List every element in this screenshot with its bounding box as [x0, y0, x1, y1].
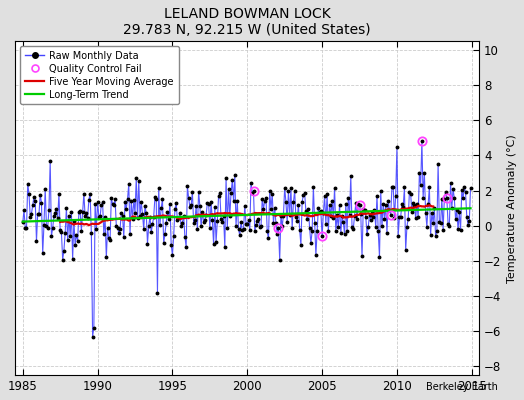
- Y-axis label: Temperature Anomaly (°C): Temperature Anomaly (°C): [507, 134, 517, 282]
- Legend: Raw Monthly Data, Quality Control Fail, Five Year Moving Average, Long-Term Tren: Raw Monthly Data, Quality Control Fail, …: [20, 46, 179, 104]
- Text: Berkeley Earth: Berkeley Earth: [426, 382, 498, 392]
- Title: LELAND BOWMAN LOCK
29.783 N, 92.215 W (United States): LELAND BOWMAN LOCK 29.783 N, 92.215 W (U…: [124, 7, 371, 37]
